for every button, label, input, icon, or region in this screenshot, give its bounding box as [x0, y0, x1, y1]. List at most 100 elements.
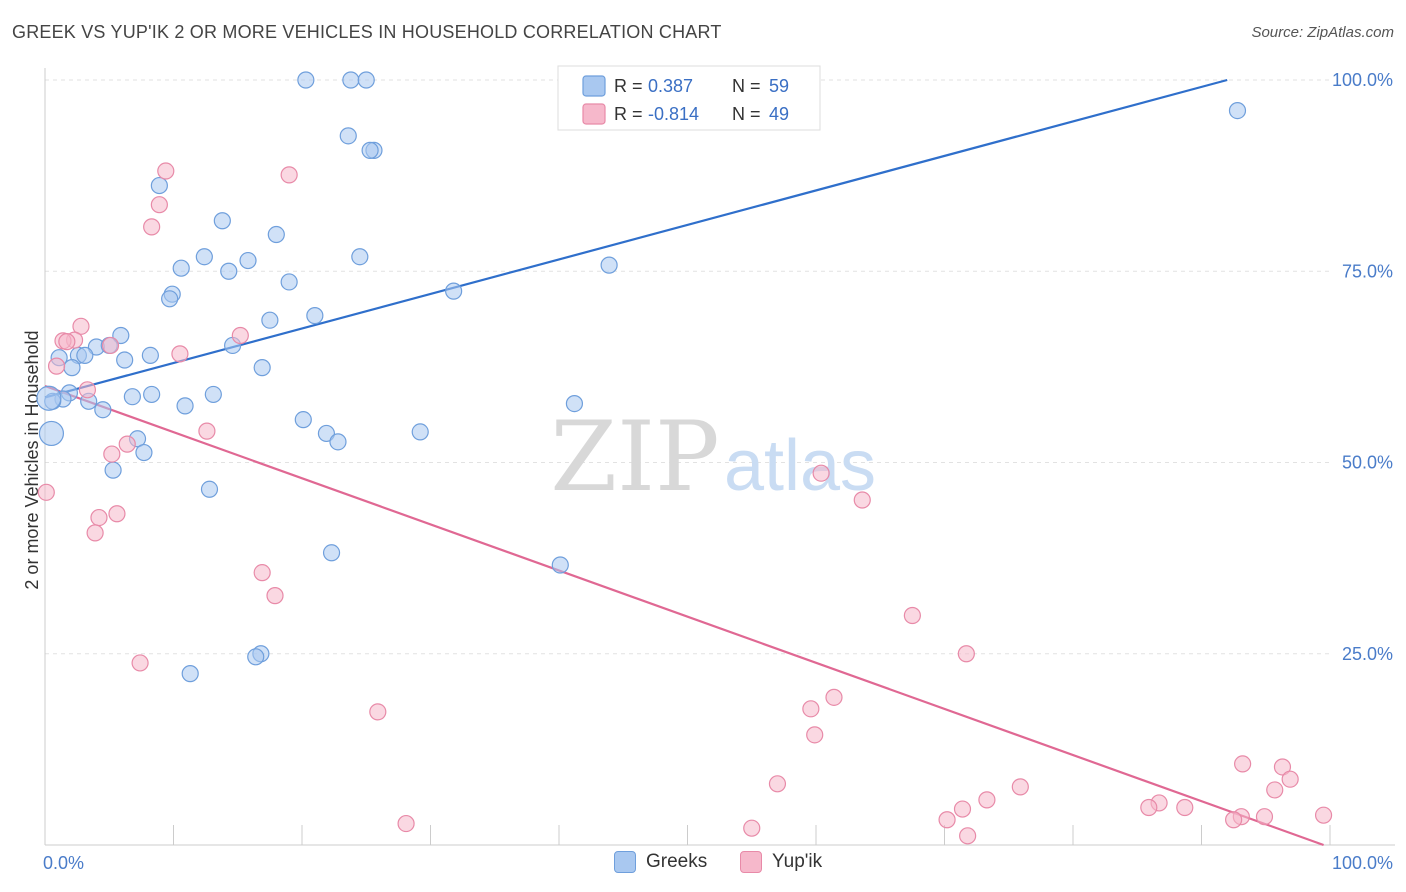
greek-point [63, 359, 81, 377]
greek-point [317, 424, 336, 443]
yupik-point [812, 464, 830, 482]
chart-source: Source: ZipAtlas.com [1251, 24, 1394, 41]
greek-point [141, 346, 159, 364]
greek-point [220, 262, 238, 280]
yupik-point [198, 422, 216, 440]
yupik-point [78, 381, 97, 399]
yupik-point [118, 435, 136, 453]
greek-point [123, 388, 141, 406]
greek-point [339, 127, 357, 145]
legend-box: R = 0.387 N = 59 R = -0.814 N = 49 [557, 65, 821, 131]
yupik-point [957, 645, 975, 663]
greek-point [143, 385, 161, 404]
legend-greek-swatch-icon [582, 75, 606, 97]
yupik-point [101, 336, 120, 355]
yupik-point [1234, 755, 1252, 773]
yupik-point [86, 524, 104, 542]
y-axis-label: 2 or more Vehicles in Household [22, 330, 42, 589]
greek-point [294, 411, 312, 429]
greek-point [1228, 101, 1247, 120]
greek-point [306, 307, 324, 325]
yupik-point [1255, 808, 1274, 826]
legend-label-yupik: Yup'ik [772, 851, 823, 872]
yupik-point [253, 564, 271, 582]
yupik-point [959, 827, 977, 845]
yupik-point [266, 587, 284, 605]
legend-yupik-n-label: N = [732, 104, 761, 124]
greek-point [195, 248, 213, 266]
yupik-point [72, 317, 90, 335]
legend-greek-r-label: R = [614, 76, 643, 96]
greek-point [76, 346, 94, 364]
yupik-point [1266, 781, 1284, 799]
yupik-point [953, 800, 972, 818]
yupik-point [171, 345, 189, 363]
greek-point [329, 433, 347, 451]
greek-point [200, 480, 219, 498]
yupik-point [825, 688, 843, 706]
greek-point [181, 665, 199, 683]
greek-point [176, 397, 194, 415]
yupik-point [143, 218, 161, 236]
yupik-point [903, 606, 921, 625]
x-tick-label: 0.0% [43, 853, 84, 873]
yupik-point [743, 819, 761, 837]
legend-yupik-r-label: R = [614, 104, 643, 124]
yupik-point [231, 326, 249, 345]
yupik-point [37, 483, 55, 501]
greek-point [445, 282, 463, 300]
greek-point [36, 385, 62, 411]
greek-point [261, 311, 279, 329]
yupik-point [1011, 778, 1029, 796]
yupik-point [397, 814, 415, 833]
yupik-point [47, 357, 66, 375]
yupik-point [806, 726, 824, 744]
yupik-point [1281, 770, 1299, 788]
yupik-point [103, 445, 121, 463]
yupik-point [1225, 811, 1243, 829]
greek-point [253, 359, 271, 377]
greek-point [112, 326, 130, 345]
grid-lines [45, 79, 1330, 655]
greek-point [565, 394, 584, 413]
legend-label-greeks: Greeks [646, 851, 708, 872]
legend-yupik-r-value: -0.814 [648, 104, 699, 124]
yupik-point [938, 811, 956, 829]
greek-point [361, 141, 379, 159]
legend-item-yupik[interactable]: Yup'ik [740, 851, 822, 873]
yupik-trend-line [44, 384, 1324, 847]
legend-greek-r-value: 0.387 [648, 76, 693, 96]
legend-item-greeks[interactable]: Greeks [614, 851, 707, 873]
tick-labels: 25.0% 50.0% 75.0% 100.0% 0.0% 100.0% [43, 70, 1393, 873]
greek-point [280, 273, 298, 291]
greek-swatch-icon [614, 851, 636, 873]
greek-points [36, 71, 1247, 683]
y-tick-label: 25.0% [1342, 644, 1393, 664]
y-tick-label: 75.0% [1342, 261, 1393, 281]
greek-point [357, 71, 375, 89]
yupik-point [108, 505, 126, 523]
legend-yupik-n-value: 49 [769, 104, 789, 124]
chart-title: GREEK VS YUP'IK 2 OR MORE VEHICLES IN HO… [12, 22, 722, 42]
yupik-point [1273, 758, 1292, 776]
greek-point [204, 385, 222, 404]
legend-yupik-swatch-icon [582, 103, 606, 125]
greek-point [135, 443, 153, 462]
greek-point [342, 71, 360, 89]
watermark-atlas: atlas [724, 426, 876, 506]
bottom-legend: Greeks Yup'ik [0, 851, 1406, 879]
greek-point [150, 176, 168, 195]
yupik-point [131, 654, 149, 672]
greek-point [94, 401, 112, 419]
greek-trend-line [44, 78, 1228, 399]
yupik-point [90, 508, 108, 527]
yupik-points [37, 162, 1333, 845]
greek-point [297, 71, 315, 89]
yupik-point [150, 196, 168, 214]
watermark: ZIP atlas [550, 401, 876, 513]
greek-point [38, 420, 65, 447]
yupik-point [369, 703, 387, 721]
greek-point [351, 248, 369, 266]
greek-point [104, 461, 122, 479]
